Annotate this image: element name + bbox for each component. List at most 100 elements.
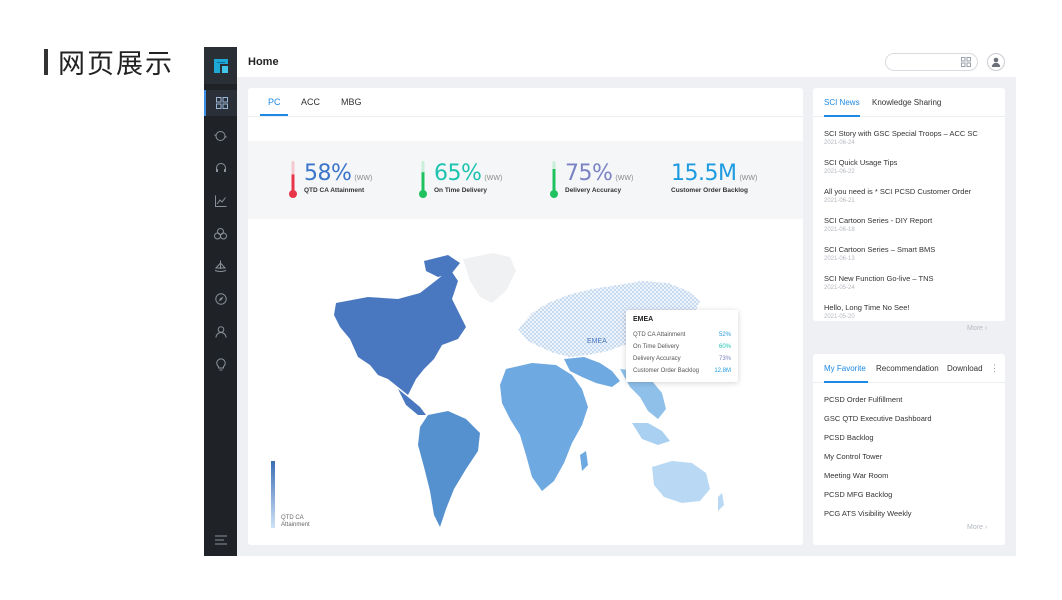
tab-download[interactable]: Download	[947, 364, 983, 373]
map-region-arctic-islands[interactable]	[424, 255, 460, 277]
news-tabs: SCI News Knowledge Sharing	[813, 88, 1005, 117]
map-region-madagascar[interactable]	[580, 451, 588, 471]
map-region-africa[interactable]	[500, 363, 588, 491]
sidebar-collapse-button[interactable]	[204, 527, 237, 553]
favorites-more-link[interactable]: More ›	[967, 524, 987, 531]
kpi-unit: (WW)	[484, 175, 503, 182]
kpi-on-time-delivery[interactable]: 65% (WW) On Time Delivery	[434, 161, 502, 194]
tooltip-row: Customer Order Backlog 12.8M	[633, 368, 731, 374]
map-region-south-america[interactable]	[418, 411, 480, 527]
active-tab-indicator	[260, 114, 288, 116]
sidebar-item-explore[interactable]	[204, 286, 237, 312]
map-region-greenland[interactable]	[463, 253, 516, 303]
tab-my-favorite[interactable]: My Favorite	[824, 364, 866, 373]
news-item[interactable]: Hello, Long Time No See! 2021-05-20	[824, 303, 909, 320]
sidebar-item-profile[interactable]	[204, 319, 237, 345]
kpi-unit: (WW)	[739, 175, 758, 182]
tooltip-row-label: Delivery Accuracy	[633, 356, 681, 362]
grid-icon[interactable]	[961, 57, 971, 67]
news-date: 2021-06-18	[824, 227, 855, 233]
slide-title-text: 网页展示	[58, 49, 174, 80]
more-options-icon[interactable]: ⋮	[990, 363, 999, 373]
tab-mbg[interactable]: MBG	[341, 97, 362, 107]
chevron-right-icon: ›	[984, 325, 988, 332]
dashboard-icon	[215, 97, 228, 109]
tab-knowledge-sharing[interactable]: Knowledge Sharing	[872, 98, 942, 107]
map-region-middle-east[interactable]	[564, 357, 620, 387]
kpi-band: 58% (WW) QTD CA Attainment 65% (WW) On Tim…	[248, 141, 803, 219]
news-title: SCI Quick Usage Tips	[824, 158, 898, 167]
top-bar: Home	[237, 47, 1016, 77]
active-tab-indicator	[824, 381, 868, 383]
news-item[interactable]: All you need is * SCI PCSD Customer Orde…	[824, 187, 971, 204]
sidebar-item-dashboard[interactable]	[204, 90, 237, 116]
sidebar-item-analytics[interactable]	[204, 188, 237, 214]
tooltip-row: On Time Delivery 60%	[633, 344, 731, 350]
news-title: All you need is * SCI PCSD Customer Orde…	[824, 187, 972, 196]
kpi-delivery-accuracy[interactable]: 75% (WW) Delivery Accuracy	[565, 161, 633, 194]
news-item[interactable]: SCI New Function Go-live – TNS 2021-05-24	[824, 274, 933, 291]
sidebar	[204, 47, 237, 556]
map-region-australia[interactable]	[652, 461, 710, 503]
legend-line-1: QTD CA	[281, 515, 304, 521]
sidebar-item-shipping[interactable]	[204, 253, 237, 279]
news-title: SCI Cartoon Series – Smart BMS	[824, 245, 936, 254]
kpi-label: On Time Delivery	[434, 187, 487, 194]
map-region-label: EMEA	[587, 338, 607, 345]
favorite-item[interactable]: My Control Tower	[824, 452, 883, 461]
sidebar-item-cluster[interactable]	[204, 221, 237, 247]
tooltip-row: Delivery Accuracy 73%	[633, 356, 731, 362]
app-logo[interactable]	[204, 47, 237, 84]
favorites-tabs: My Favorite Recommendation Download ⋮	[813, 354, 1005, 383]
logo-icon	[213, 58, 228, 73]
news-more-link[interactable]: More ›	[967, 325, 987, 332]
avatar[interactable]	[987, 53, 1005, 71]
user-icon	[215, 326, 226, 338]
sidebar-item-ideas[interactable]	[204, 351, 237, 377]
chevron-right-icon: ›	[984, 524, 988, 531]
region-tooltip: EMEA QTD CA Attainment 52% On Time Delive…	[626, 310, 738, 382]
favorite-item[interactable]: PCSD Backlog	[824, 433, 874, 442]
news-item[interactable]: SCI Story with GSC Special Troops – ACC …	[824, 129, 978, 146]
world-map[interactable]: EMEA	[248, 219, 803, 545]
news-card: SCI News Knowledge Sharing SCI Story wit…	[813, 88, 1005, 332]
map-region-north-america[interactable]	[334, 269, 466, 395]
map-region-southeast-asia[interactable]	[632, 423, 670, 445]
sidebar-item-support[interactable]	[204, 155, 237, 181]
kpi-value: 65%	[434, 161, 482, 186]
compass-icon	[214, 293, 227, 305]
map-region-new-zealand[interactable]	[718, 493, 724, 511]
tab-pc[interactable]: PC	[268, 97, 281, 107]
tab-acc[interactable]: ACC	[301, 97, 321, 107]
tab-sci-news[interactable]: SCI News	[824, 98, 860, 107]
kpi-qtd-ca-attainment[interactable]: 58% (WW) QTD CA Attainment	[304, 161, 372, 194]
slide-title: 网页展示	[44, 42, 174, 81]
thermometer-icon-qtd	[289, 161, 297, 198]
news-item[interactable]: SCI Cartoon Series - DIY Report 2021-06-1…	[824, 216, 932, 233]
cloud-sync-icon	[214, 131, 227, 141]
news-item[interactable]: SCI Quick Usage Tips 2021-06-22	[824, 158, 897, 175]
news-title: Hello, Long Time No See!	[824, 303, 910, 312]
favorite-item[interactable]: Meeting War Room	[824, 471, 889, 480]
search-input[interactable]	[885, 53, 978, 71]
app-window: Home PC ACC MBG 58% (WW) QTD CA Attainmen…	[204, 47, 1016, 556]
tooltip-row-value: 73%	[718, 356, 731, 362]
favorite-item[interactable]: PCSD MFG Backlog	[824, 490, 893, 499]
favorite-item[interactable]: PCSD Order Fulfillment	[824, 395, 903, 404]
favorite-item[interactable]: GSC QTD Executive Dashboard	[824, 414, 932, 423]
line-chart-icon	[214, 195, 226, 207]
map-region-central-america[interactable]	[398, 389, 426, 415]
title-bar-mark	[44, 48, 48, 75]
tab-recommendation[interactable]: Recommendation	[876, 364, 939, 373]
news-title: SCI New Function Go-live – TNS	[824, 274, 934, 283]
business-unit-tabs: PC ACC MBG	[248, 88, 803, 117]
thermometer-icon-accuracy	[550, 161, 558, 198]
sidebar-item-cloud-sync[interactable]	[204, 123, 237, 149]
tooltip-row-label: Customer Order Backlog	[633, 368, 700, 374]
favorite-item[interactable]: PCG ATS Visibility Weekly	[824, 509, 912, 518]
news-title: SCI Cartoon Series - DIY Report	[824, 216, 933, 225]
map-region-emea[interactable]	[518, 281, 700, 357]
news-item[interactable]: SCI Cartoon Series – Smart BMS 2021-06-13	[824, 245, 935, 262]
headset-icon	[215, 163, 226, 172]
kpi-customer-order-backlog[interactable]: 15.5M (WW) Customer Order Backlog	[671, 161, 757, 194]
